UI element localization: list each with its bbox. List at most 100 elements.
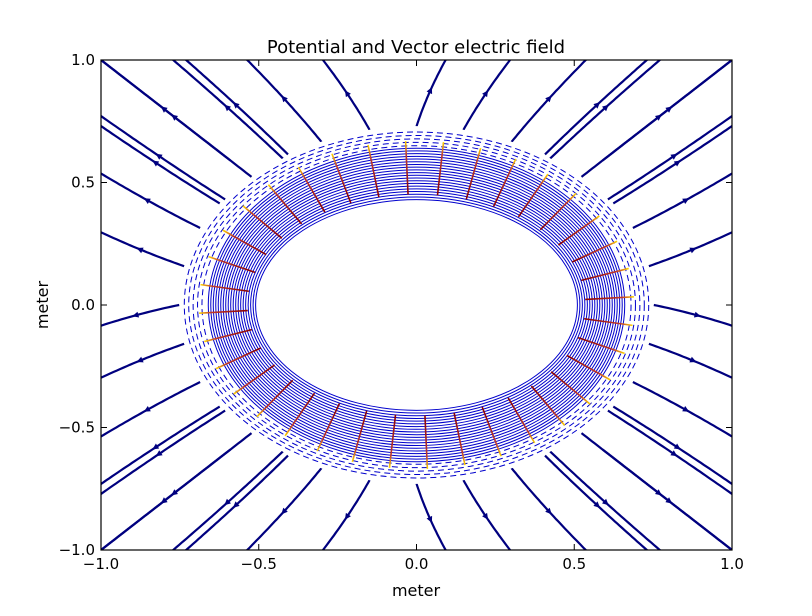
axis-ticks: −1.0 −0.5 0.0 0.5 1.0 −1.0 −0.5 0.0 0.5 1.0 [59,51,744,573]
field-vector [204,328,252,343]
streamline-arrow [682,198,690,204]
y-tick-label: −0.5 [59,419,95,437]
potential-contour [255,199,578,411]
field-vector [424,415,429,469]
field-vector [242,205,283,239]
plot-area [101,60,732,550]
field-vector [566,354,611,381]
y-tick-label: 1.0 [71,51,95,69]
field-vector [530,385,566,426]
potential-contour [237,180,596,430]
streamline-arrow [143,198,151,204]
potential-contour [252,196,581,414]
streamline-arrow [689,247,697,254]
field-vector [517,173,549,218]
x-axis-label: meter [392,581,441,600]
field-vector [465,147,482,200]
streamline-arrow [136,356,144,363]
streamline [510,467,588,550]
field-vector [584,317,633,327]
field-vector [208,255,256,274]
field-vector [557,215,600,246]
streamline [321,479,371,550]
field-vector [200,283,249,293]
streamline-arrow [682,406,690,412]
potential-contour [215,155,618,455]
x-tick-label: 0.5 [562,555,586,573]
streamline-arrow [143,406,151,412]
field-vector [233,364,276,395]
streamline-arrow [689,356,697,363]
field-vector [404,141,409,195]
potential-contour [210,150,623,460]
streamline-arrow [155,450,163,457]
streamline-arrow [224,104,231,112]
potential-contour [207,147,626,463]
streamline-arrow [232,501,240,508]
field-vector [577,336,625,355]
potential-contour [242,185,591,425]
field-vector [316,403,341,452]
x-tick-label: −0.5 [241,555,277,573]
streamline-arrow [426,515,433,523]
field-vector [507,397,536,444]
streamline [510,60,588,143]
streamline-arrow [670,153,678,160]
field-vector [351,410,368,463]
streamline-arrow [171,114,178,121]
field-vector [284,392,316,437]
x-tick-label: 1.0 [720,555,744,573]
streamline-arrow [693,311,701,318]
streamline-arrow [171,489,178,496]
streamline-arrow [673,160,681,167]
potential-contour [230,172,603,438]
streamline-arrow [602,104,609,112]
streamline [462,60,512,131]
field-vector [367,144,380,198]
y-tick-label: 0.0 [71,296,95,314]
field-vector [571,240,618,263]
field-vector [581,267,629,282]
streamline-arrow [593,102,601,109]
streamline [321,60,371,131]
potential-contour [222,163,611,447]
potential-contour [235,177,598,433]
potential-contour [220,161,613,449]
potential-contour [245,188,588,422]
field-vector [481,406,502,457]
potential-contour [225,166,608,444]
streamline [245,60,323,143]
field-vector [256,379,294,418]
streamline-arrow [593,501,601,508]
field-vector [267,184,303,225]
potential-contour [240,182,593,428]
streamline-arrow [545,507,552,515]
potential-contour [250,193,583,417]
chart-title: Potential and Vector electric field [267,37,565,58]
streamline-arrow [136,247,144,254]
streamline [462,479,512,550]
streamline-arrow [665,497,673,504]
y-tick-label: 0.5 [71,174,95,192]
x-tick-label: 0.0 [405,555,429,573]
potential-contour-dashed [183,131,650,479]
field-vector [585,295,634,301]
streamline-arrow [281,507,288,515]
streamline-arrow [670,450,678,457]
streamline-arrow [426,87,433,95]
streamline-arrow [232,102,240,109]
y-axis-label: meter [33,281,52,330]
streamline-arrow [602,498,609,506]
field-vector [199,309,248,315]
potential-contour [247,191,586,419]
field-vector [539,192,577,231]
streamline-arrow [673,443,681,450]
potential-contour [212,153,621,457]
ring-background [183,126,650,484]
field-vector [492,158,517,207]
potential-contour-dashed [192,138,641,472]
field-vector [550,371,591,405]
streamline-arrow [152,443,160,450]
potential-contour [232,174,601,436]
